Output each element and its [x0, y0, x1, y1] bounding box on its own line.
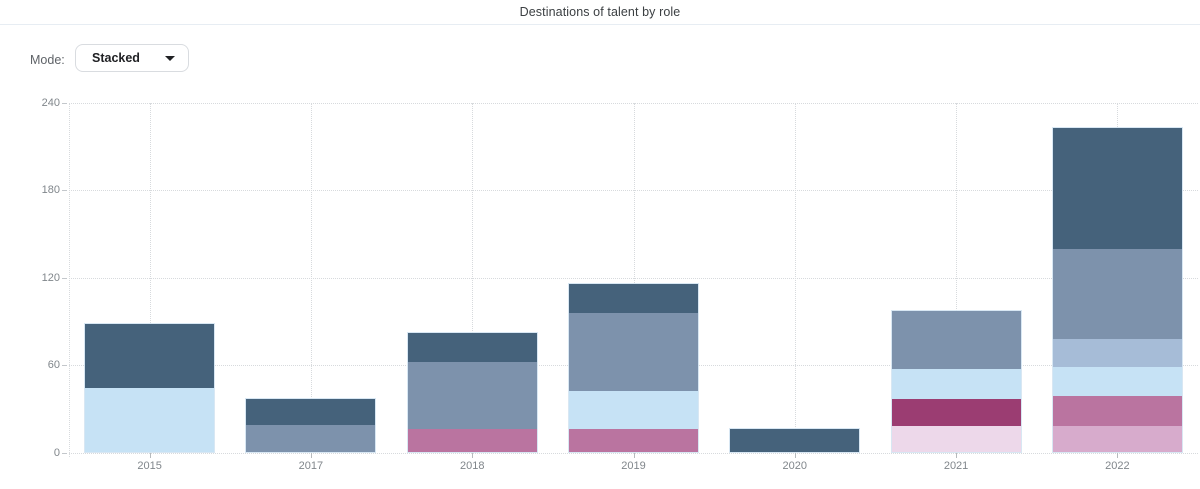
- y-tick-label: 0: [53, 446, 60, 459]
- x-gridline: [956, 103, 958, 453]
- x-tick-mark: [149, 452, 151, 458]
- bar-segment-mauve[interactable]: [1052, 395, 1182, 427]
- bar-segment-dark-blue[interactable]: [730, 429, 860, 453]
- bar-segment-dark-magenta[interactable]: [891, 398, 1021, 427]
- mode-dropdown-value: Stacked: [92, 51, 140, 65]
- bar-segment-dark-blue[interactable]: [1052, 127, 1182, 249]
- x-tick-mark: [633, 452, 635, 458]
- bar-segment-slate-blue[interactable]: [1052, 248, 1182, 339]
- x-tick-label: 2021: [943, 459, 969, 472]
- y-tick-mark: [62, 365, 67, 367]
- x-tick-mark: [1117, 452, 1119, 458]
- x-tick-mark: [310, 452, 312, 458]
- bar-segment-pale-blue[interactable]: [891, 369, 1021, 399]
- x-gridline: [149, 103, 151, 453]
- x-tick-label: 2020: [782, 459, 808, 472]
- bar-stack-2019[interactable]: [568, 282, 699, 454]
- y-tick-mark: [62, 190, 67, 192]
- bar-segment-dark-blue[interactable]: [407, 333, 537, 363]
- x-tick-mark: [956, 452, 958, 458]
- x-tick-label: 2022: [1105, 459, 1130, 472]
- mode-control-row: Mode: Stacked: [0, 38, 1200, 80]
- x-tick-mark: [472, 452, 474, 458]
- y-tick-label: 60: [47, 359, 60, 372]
- bar-segment-dark-blue[interactable]: [85, 324, 215, 389]
- bar-stack-2015[interactable]: [84, 323, 216, 454]
- y-tick-label: 120: [41, 271, 60, 284]
- bar-segment-dark-blue[interactable]: [246, 398, 376, 425]
- y-tick-label: 180: [41, 184, 60, 197]
- x-gridline: [794, 103, 796, 453]
- bar-segment-light-plum[interactable]: [1052, 426, 1182, 453]
- bar-segment-slate-blue[interactable]: [891, 311, 1021, 370]
- bar-segment-light-steel-blue[interactable]: [1052, 338, 1182, 367]
- bar-stack-2020[interactable]: [729, 428, 861, 454]
- y-tick-mark: [62, 452, 67, 454]
- x-gridline: [472, 103, 474, 453]
- bar-segment-slate-blue[interactable]: [569, 312, 698, 392]
- bar-segment-slate-blue[interactable]: [407, 362, 537, 430]
- x-tick-mark: [794, 452, 796, 458]
- x-tick-label: 2019: [621, 459, 646, 472]
- x-tick-label: 2018: [459, 459, 485, 472]
- x-tick-label: 2015: [137, 459, 162, 472]
- chart-header: Destinations of talent by role: [0, 0, 1200, 25]
- page-title: Destinations of talent by role: [519, 5, 681, 19]
- bar-stack-2018[interactable]: [406, 332, 538, 454]
- bar-stack-2017[interactable]: [245, 397, 377, 454]
- mode-dropdown[interactable]: Stacked: [75, 44, 189, 72]
- x-tick-label: 2017: [298, 459, 324, 472]
- bar-segment-dark-blue[interactable]: [569, 283, 698, 313]
- caret-down-icon: [165, 55, 175, 61]
- y-tick-mark: [62, 277, 67, 279]
- bar-segment-pale-blue[interactable]: [1052, 366, 1182, 396]
- mode-label: Mode:: [30, 53, 65, 67]
- bar-segment-pale-blue[interactable]: [85, 388, 215, 453]
- bar-segment-pale-pink[interactable]: [891, 426, 1021, 453]
- y-axis-line: [69, 103, 70, 457]
- x-gridline: [310, 103, 312, 453]
- bar-segment-mauve[interactable]: [407, 429, 537, 453]
- y-tick-label: 240: [41, 97, 60, 109]
- bar-segment-mauve[interactable]: [569, 429, 698, 453]
- x-gridline: [633, 103, 635, 453]
- bar-segment-slate-blue[interactable]: [246, 424, 376, 453]
- bar-segment-pale-blue[interactable]: [569, 391, 698, 430]
- bar-stack-2022[interactable]: [1051, 126, 1183, 454]
- y-tick-mark: [62, 103, 67, 104]
- bar-stack-2021[interactable]: [890, 310, 1022, 454]
